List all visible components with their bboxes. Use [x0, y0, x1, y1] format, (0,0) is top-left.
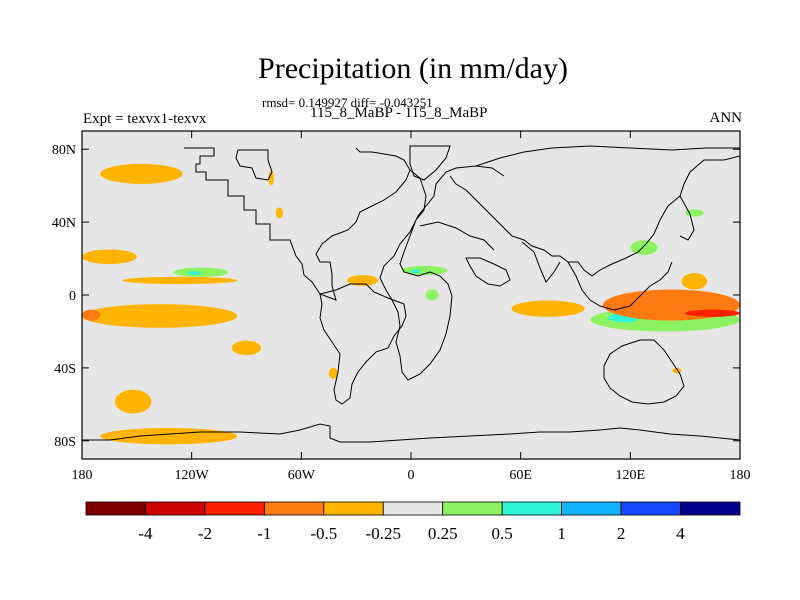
colorbar-label: -2 [198, 524, 212, 543]
x-tick-label: 0 [408, 468, 415, 483]
colorbar-swatch [204, 501, 265, 516]
coastline-south-america [319, 283, 407, 405]
coastline-southeast-asia [567, 261, 673, 311]
x-tick-label: 60E [509, 468, 532, 483]
coastline-antarctica [82, 423, 740, 443]
y-tick-label: 40N [52, 216, 76, 231]
colorbar-swatch [620, 501, 681, 516]
experiment-label: Expt = texvx1-texvx [83, 111, 207, 127]
coastline-europe-africa [379, 165, 505, 381]
coastline-greenland [409, 145, 451, 181]
colorbar-swatch [561, 501, 622, 516]
colorbar-swatch [442, 501, 503, 516]
anomaly-south-pacific-mid-lat [114, 389, 152, 414]
colorbar-swatch [145, 501, 206, 516]
anomaly-southern-ocean [100, 428, 238, 445]
y-tick-label: 0 [69, 289, 76, 304]
anomaly-south-pacific-west-edge [82, 309, 101, 321]
anomaly-south-pacific-convergence [82, 304, 238, 328]
colorbar-swatch [501, 501, 563, 516]
x-tick-label: 180 [730, 468, 751, 483]
anomaly-regions [82, 163, 740, 445]
x-axis: 180 120W 60W 0 60E 120E 180 [72, 131, 751, 483]
coastline-india [521, 241, 561, 283]
y-tick-label: 80N [52, 143, 76, 158]
coastline-mediterranean [419, 221, 495, 251]
x-tick-label: 120E [616, 468, 646, 483]
anomaly-north-atlantic [275, 207, 284, 219]
coastlines [82, 145, 740, 443]
colorbar-label: -0.25 [366, 524, 401, 543]
anomaly-indian-ocean [511, 300, 585, 317]
colorbar-label: 0.5 [492, 524, 513, 543]
anomaly-east-asia [630, 240, 658, 255]
colorbar-swatch [680, 501, 741, 516]
anomaly-north-pacific-subtropics [122, 276, 238, 285]
coastline-kamchatka [679, 195, 695, 241]
x-tick-label: 180 [72, 468, 93, 483]
x-tick-label: 60W [288, 468, 316, 483]
anomaly-atlantic-itcz [347, 274, 379, 286]
colorbar-swatch [382, 501, 444, 516]
season-label: ANN [709, 110, 743, 126]
colorbar: -4 -2 -1 -0.5 -0.25 0.25 0.5 1 2 4 [85, 501, 741, 543]
anomaly-north-pacific-high-lat [100, 163, 183, 184]
anomaly-west-pacific-max [685, 309, 740, 317]
colorbar-label: -0.5 [310, 524, 337, 543]
coastline-asia [449, 145, 740, 277]
anomaly-north-west-pacific [681, 273, 708, 290]
y-axis: 80N 40N 0 40S 80S [52, 143, 740, 450]
colorbar-label: 0.25 [428, 524, 458, 543]
anomaly-tropical-east-pacific-core [188, 271, 201, 276]
coastline-hudson [235, 149, 273, 181]
colorbar-label: 4 [676, 524, 685, 543]
chart-title: Precipitation (in mm/day) [258, 52, 568, 85]
anomaly-north-atlantic-north [268, 171, 274, 186]
x-tick-label: 120W [175, 468, 210, 483]
colorbar-label: -1 [257, 524, 271, 543]
coastline-australia [603, 339, 685, 405]
stats-subtitle: rmsd= 0.149927 diff= -0.043251 [262, 95, 433, 110]
colorbar-swatch [85, 501, 146, 516]
colorbar-label: 1 [557, 524, 566, 543]
colorbar-label: -4 [138, 524, 153, 543]
anomaly-central-africa [425, 289, 439, 301]
case-subtitle: 115_8_MaBP - 115_8_MaBP [310, 105, 488, 121]
anomaly-west-africa-core [411, 269, 421, 274]
anomaly-tropical-east-pacific [173, 267, 229, 277]
colorbar-swatch [323, 501, 384, 516]
anomaly-north-pacific-mid-lat [82, 249, 137, 265]
y-tick-label: 80S [54, 435, 76, 450]
anomaly-south-america [328, 367, 338, 379]
colorbar-label: 2 [617, 524, 626, 543]
coastline-arabia [465, 257, 511, 287]
colorbar-swatch [263, 501, 325, 516]
y-tick-label: 40S [54, 362, 76, 377]
anomaly-southeast-pacific [231, 340, 262, 356]
